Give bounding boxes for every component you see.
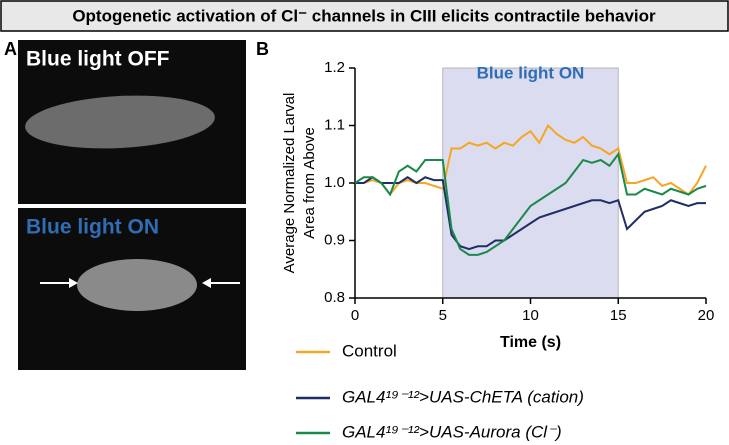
stimulus-band: [442, 67, 619, 299]
panel-label: A: [4, 39, 17, 59]
x-tick-label: 5: [439, 307, 447, 324]
larva: [25, 95, 215, 149]
legend-label: GAL4¹⁹⁻¹²>UAS-Aurora (Cl⁻): [342, 422, 562, 441]
x-tick-label: 0: [351, 307, 359, 324]
title-box: [0, 0, 729, 32]
series-line: [355, 176, 706, 251]
x-tick-label: 20: [698, 307, 715, 324]
arrow-head: [69, 278, 78, 288]
series-line: [354, 151, 707, 256]
image-caption: Blue light OFF: [26, 48, 170, 71]
legend-label: GAL4¹⁹⁻¹²>UAS-ChETA (cation): [342, 387, 584, 406]
x-axis-label: Time (s): [500, 334, 561, 351]
y-axis-label: Area from Above: [301, 127, 318, 239]
y-axis-label: Average Normalized Larval: [281, 93, 298, 274]
x-tick-label: 15: [610, 307, 627, 324]
y-tick-label: 0.8: [324, 289, 345, 306]
larva: [77, 259, 197, 311]
plot: Blue light ON 0.8 0.9 1.0 1.1 1.2 0 5 10 15 20 Time…: [281, 59, 714, 442]
y-tick-label: 1.1: [324, 116, 345, 133]
y-tick-label: 1.0: [324, 174, 345, 191]
x-tick-label: 10: [522, 307, 539, 324]
annotation: Blue light ON: [477, 63, 585, 82]
y-tick-label: 1.2: [324, 59, 345, 76]
panel-label: B: [256, 39, 269, 59]
y-tick-label: 0.9: [324, 231, 345, 248]
image-caption: Blue light ON: [26, 216, 159, 239]
arrow-head: [202, 278, 211, 288]
legend-label: Control: [342, 341, 397, 360]
figure-title: Optogenetic activation of Cl⁻ channels i…: [72, 6, 656, 25]
